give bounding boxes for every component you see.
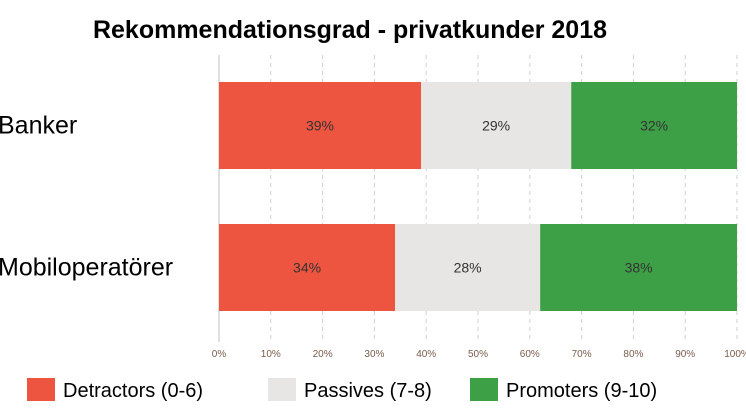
x-tick-label: 20% (313, 349, 333, 360)
x-tick-label: 80% (623, 349, 643, 360)
x-tick-label: 0% (212, 349, 227, 360)
legend-swatch (27, 378, 55, 401)
bar-segment (219, 224, 396, 311)
legend-label: Passives (7-8) (304, 380, 432, 402)
bar-segment (571, 82, 737, 169)
category-label: Banker (0, 112, 77, 140)
x-tick-label: 50% (468, 349, 488, 360)
x-tick-label: 40% (416, 349, 436, 360)
bar-value-label: 39% (306, 118, 334, 134)
bar-segment (421, 82, 572, 169)
chart-title: Rekommendationsgrad - privatkunder 2018 (93, 16, 607, 44)
x-tick-label: 70% (572, 349, 592, 360)
bar-segment (540, 224, 737, 311)
x-tick-label: 60% (520, 349, 540, 360)
bar-value-label: 34% (293, 260, 321, 276)
x-axis-ticks: 0% 10% 20% 30% 40% 50% 60% 70% 80% 90% 100% (212, 349, 746, 360)
bar-value-label: 29% (482, 118, 510, 134)
category-label: Mobiloperatörer (0, 254, 173, 282)
bar-segment (219, 82, 422, 169)
bars: 39% 29% 32% 34% 28% 38% (219, 82, 737, 311)
bar-value-label: 38% (625, 260, 653, 276)
category-labels: Banker Mobiloperatörer (0, 112, 173, 282)
bar-value-label: 28% (454, 260, 482, 276)
x-tick-label: 90% (675, 349, 695, 360)
legend: Detractors (0-6) Passives (7-8) Promoters … (27, 378, 657, 402)
legend-swatch (470, 378, 498, 401)
legend-label: Detractors (0-6) (63, 380, 203, 402)
legend-label: Promoters (9-10) (506, 380, 657, 402)
bar-segment (395, 224, 541, 311)
legend-swatch (268, 378, 296, 401)
x-tick-label: 10% (261, 349, 281, 360)
bar-value-label: 32% (640, 118, 668, 134)
x-tick-label: 30% (364, 349, 384, 360)
x-tick-label: 100% (724, 349, 746, 360)
